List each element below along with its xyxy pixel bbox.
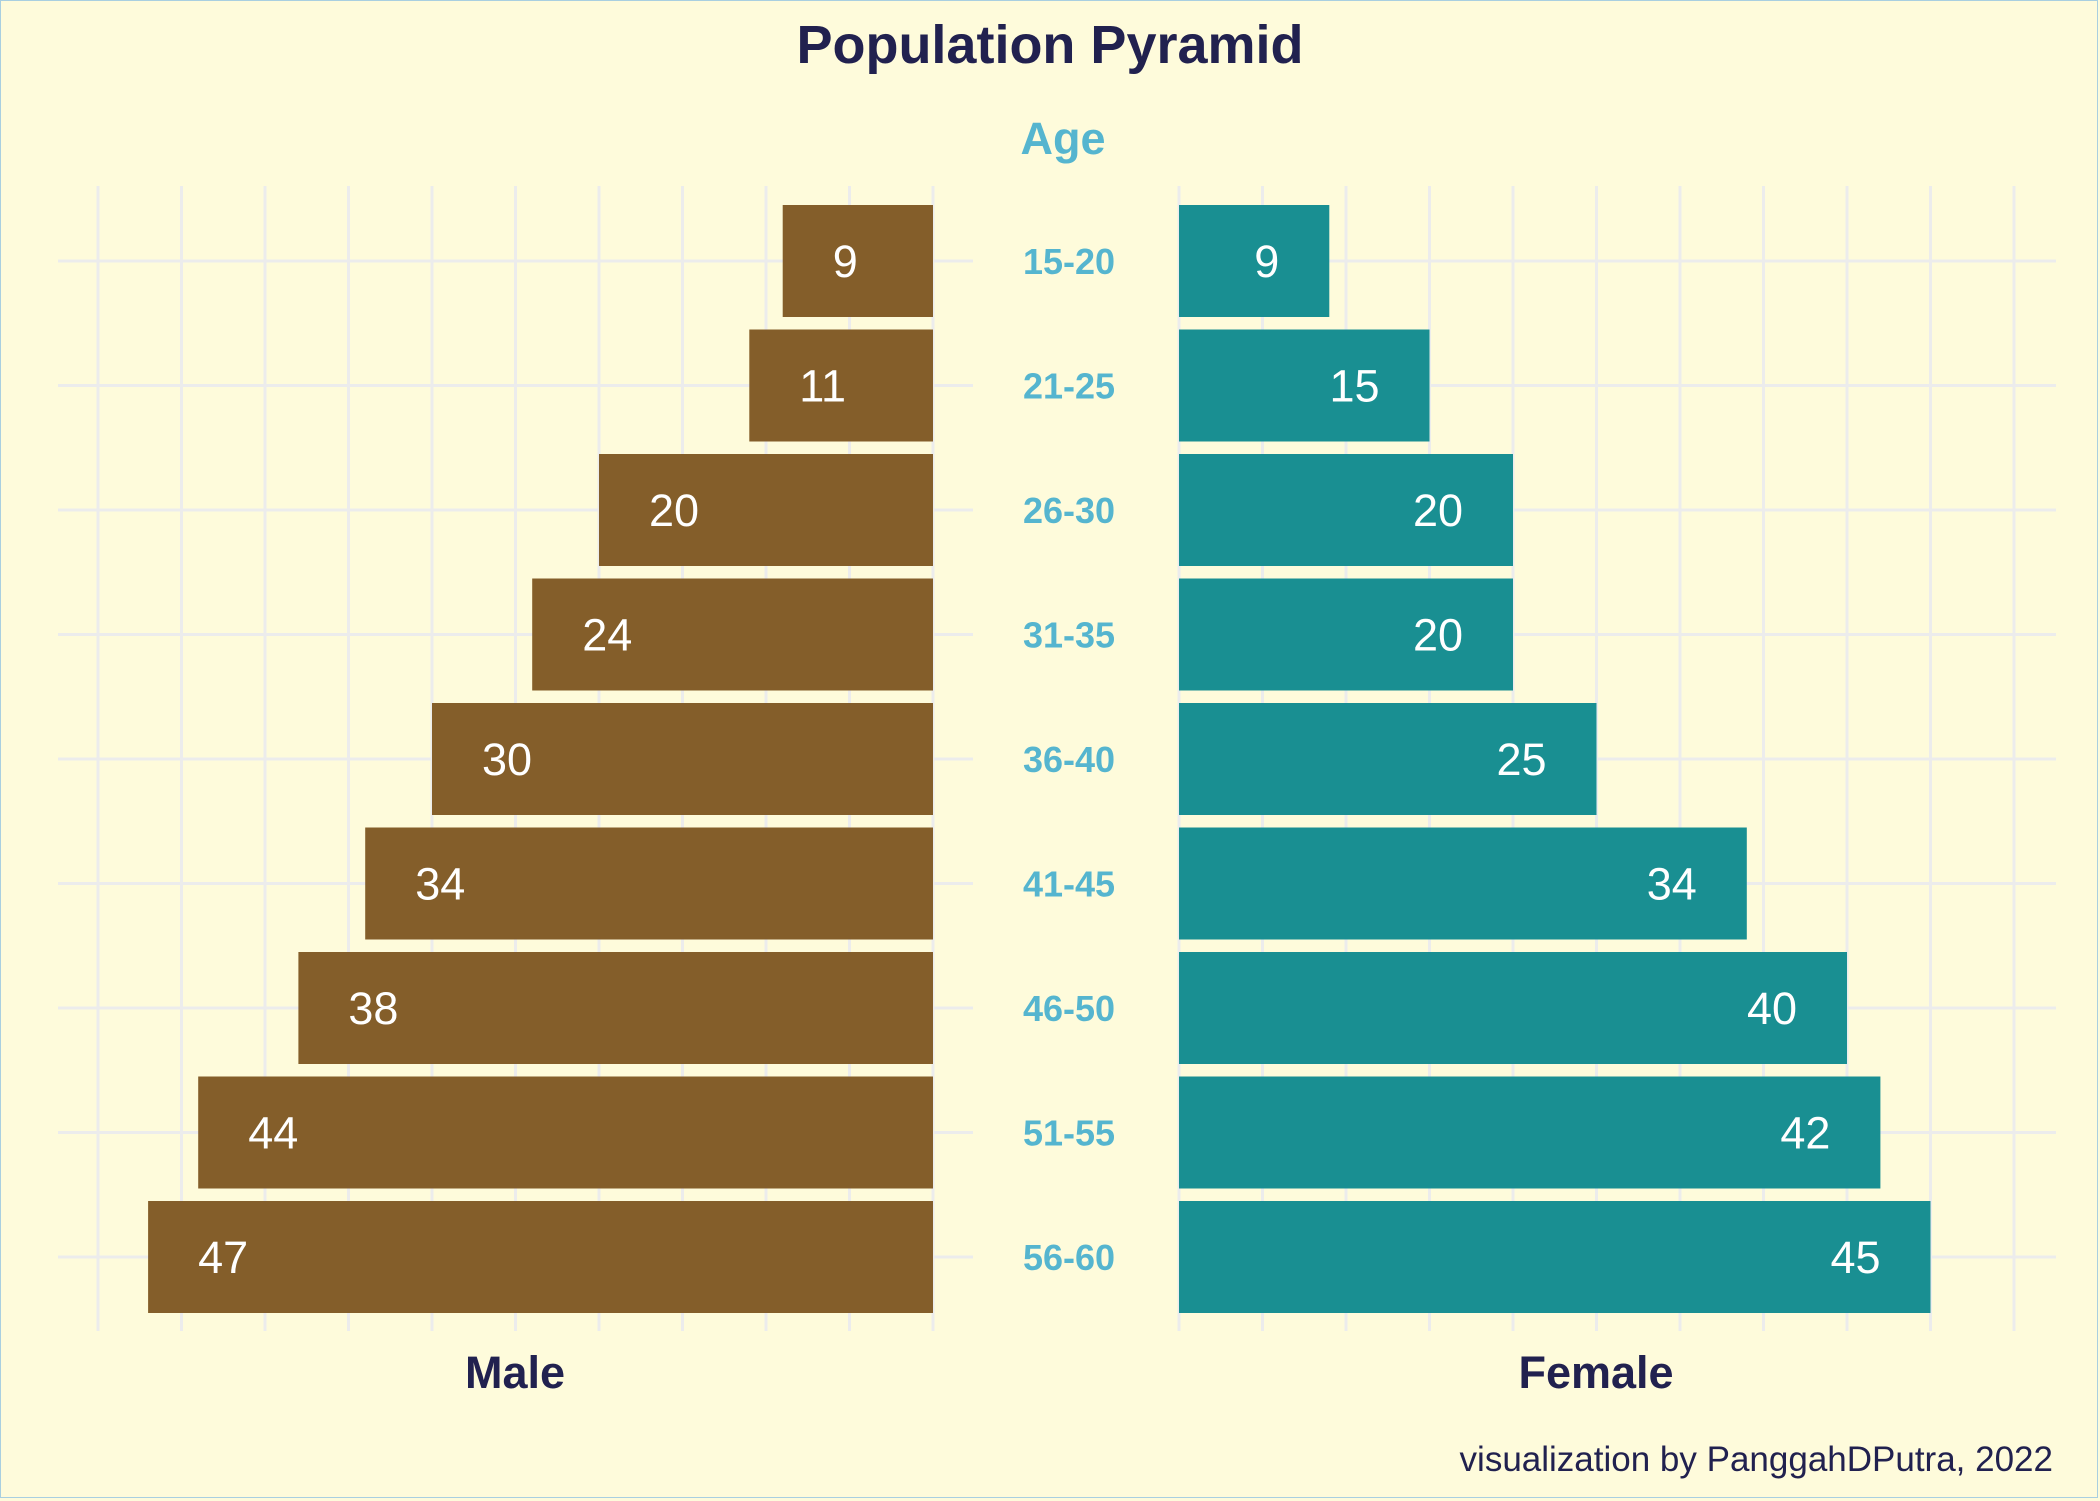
age-category-label: 56-60 <box>1023 1237 1115 1278</box>
male-bar-56-60 <box>148 1201 934 1313</box>
male-bar-41-45 <box>365 827 933 940</box>
chart-title: Population Pyramid <box>796 15 1303 75</box>
age-axis-title: Age <box>1020 113 1105 164</box>
female-bar-51-55 <box>1179 1076 1881 1189</box>
male-bar-36-40 <box>432 703 933 815</box>
age-category-label: 21-25 <box>1023 366 1115 407</box>
male-bar-31-35 <box>532 578 933 691</box>
age-category-label: 51-55 <box>1023 1113 1115 1154</box>
male-value-label: 9 <box>833 236 858 287</box>
male-axis-label: Male <box>465 1347 565 1398</box>
female-axis-label: Female <box>1518 1347 1673 1398</box>
age-category-label: 36-40 <box>1023 739 1115 780</box>
male-value-label: 20 <box>649 485 699 536</box>
female-bar-46-50 <box>1179 952 1847 1064</box>
male-value-label: 30 <box>482 734 532 785</box>
female-bar-36-40 <box>1179 703 1597 815</box>
female-value-label: 9 <box>1254 236 1279 287</box>
female-bar-15-20 <box>1179 205 1330 317</box>
age-category-label: 31-35 <box>1023 615 1115 656</box>
female-bar-26-30 <box>1179 454 1513 566</box>
male-value-label: 24 <box>582 610 632 661</box>
male-value-label: 47 <box>198 1232 248 1283</box>
female-value-label: 42 <box>1780 1108 1830 1159</box>
age-category-label: 46-50 <box>1023 988 1115 1029</box>
male-value-label: 38 <box>348 983 398 1034</box>
female-value-label: 34 <box>1647 859 1697 910</box>
male-value-label: 11 <box>799 361 846 412</box>
age-category-label: 26-30 <box>1023 490 1115 531</box>
male-bar-46-50 <box>298 952 933 1064</box>
female-value-label: 15 <box>1329 361 1379 412</box>
male-bar-21-25 <box>749 329 933 442</box>
age-category-label: 15-20 <box>1023 241 1115 282</box>
male-bar-26-30 <box>599 454 933 566</box>
male-bar-15-20 <box>782 205 933 317</box>
age-category-label: 41-45 <box>1023 864 1115 905</box>
female-value-label: 40 <box>1747 983 1797 1034</box>
female-bar-21-25 <box>1179 329 1430 442</box>
female-bar-31-35 <box>1179 578 1513 691</box>
female-value-label: 25 <box>1496 734 1546 785</box>
chart-caption: visualization by PanggahDPutra, 2022 <box>1460 1440 2053 1479</box>
male-value-label: 34 <box>415 859 465 910</box>
male-value-label: 44 <box>248 1108 298 1159</box>
female-value-label: 45 <box>1830 1232 1880 1283</box>
female-bar-41-45 <box>1179 827 1747 940</box>
female-value-label: 20 <box>1413 485 1463 536</box>
bars <box>148 205 1931 1313</box>
male-bar-51-55 <box>198 1076 933 1189</box>
female-bar-56-60 <box>1179 1201 1931 1313</box>
female-value-label: 20 <box>1413 610 1463 661</box>
labels: 9 9 15-20 11 15 21-25 20 20 26-30 24 20 31-35 30 25 36… <box>198 236 1880 1283</box>
